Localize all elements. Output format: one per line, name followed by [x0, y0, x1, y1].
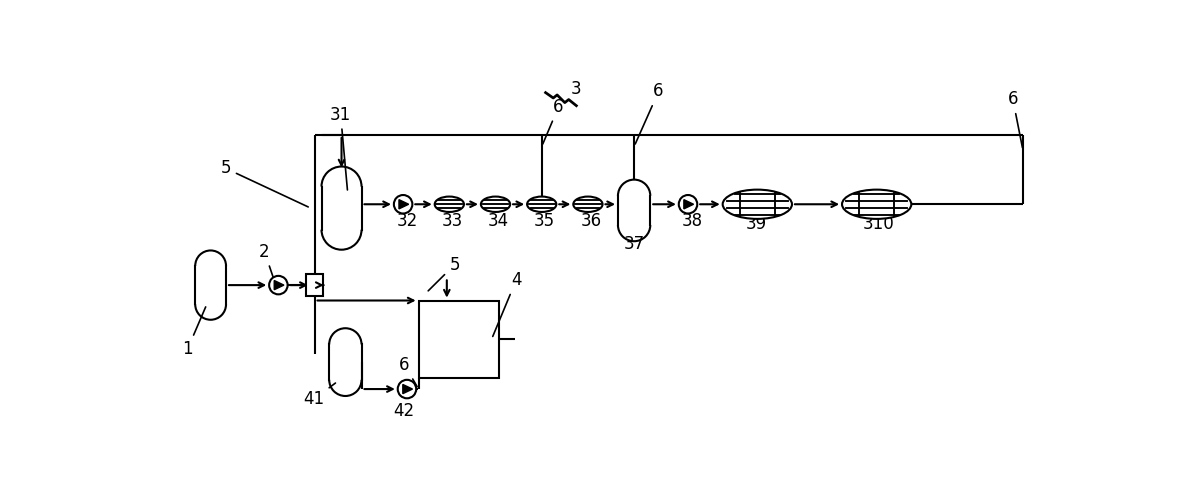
Text: 6: 6	[399, 356, 417, 387]
Text: 35: 35	[534, 212, 555, 230]
Circle shape	[679, 195, 698, 213]
Text: 4: 4	[493, 271, 522, 337]
Text: 39: 39	[746, 215, 767, 233]
Bar	[306, 274, 323, 296]
Text: 310: 310	[863, 215, 894, 233]
Text: 38: 38	[682, 212, 703, 230]
Polygon shape	[403, 384, 412, 394]
Ellipse shape	[723, 190, 793, 219]
Bar	[418, 300, 499, 378]
Text: 42: 42	[393, 396, 414, 420]
Ellipse shape	[842, 190, 911, 219]
Bar	[321, 186, 362, 230]
Bar	[195, 266, 227, 304]
Circle shape	[394, 195, 412, 213]
Ellipse shape	[528, 197, 556, 212]
Text: 32: 32	[397, 212, 418, 230]
Text: 3: 3	[571, 80, 582, 98]
Text: 41: 41	[303, 383, 336, 409]
Text: 6: 6	[635, 83, 664, 144]
Text: 5: 5	[428, 256, 460, 291]
Circle shape	[398, 380, 416, 398]
Text: 34: 34	[488, 212, 508, 230]
Text: 6: 6	[1007, 90, 1023, 148]
Text: 1: 1	[182, 307, 206, 358]
Text: 6: 6	[543, 98, 564, 144]
Ellipse shape	[573, 197, 603, 212]
Text: 5: 5	[221, 159, 308, 207]
Circle shape	[269, 276, 288, 294]
Bar	[330, 344, 362, 380]
Text: 2: 2	[259, 242, 273, 279]
Text: 31: 31	[330, 106, 351, 190]
Polygon shape	[275, 281, 284, 290]
Text: 36: 36	[580, 212, 602, 230]
Text: 37: 37	[623, 235, 645, 253]
Ellipse shape	[435, 197, 464, 212]
Bar	[617, 196, 650, 225]
Polygon shape	[683, 199, 693, 209]
Text: 33: 33	[441, 212, 463, 230]
Ellipse shape	[481, 197, 510, 212]
Polygon shape	[399, 199, 409, 209]
